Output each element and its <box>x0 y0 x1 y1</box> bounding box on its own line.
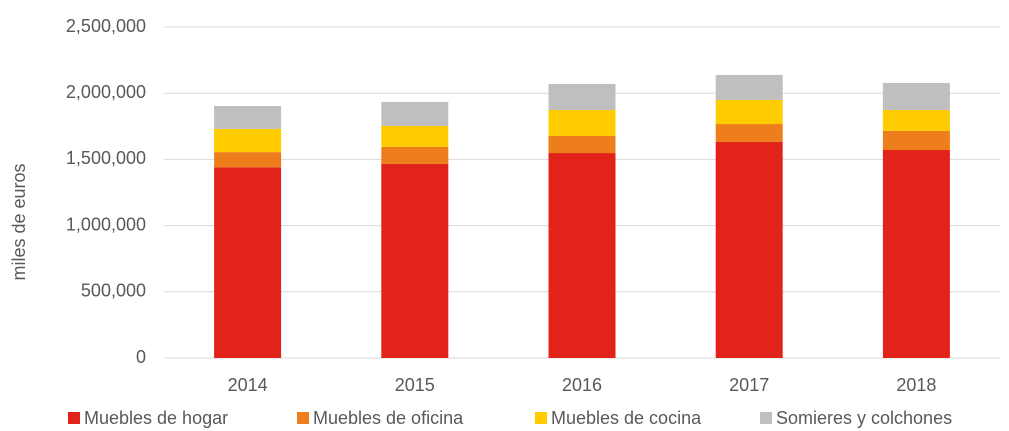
y-tick-label: 500,000 <box>81 281 146 301</box>
bar-segment <box>715 74 783 100</box>
x-tick-label: 2014 <box>228 375 268 395</box>
legend-label: Muebles de hogar <box>84 408 228 428</box>
bar-segment <box>214 106 282 129</box>
bar-segment <box>715 99 783 125</box>
y-tick-label: 1,000,000 <box>66 214 146 234</box>
x-tick-label: 2015 <box>395 375 435 395</box>
bar-segment <box>882 83 950 111</box>
bar-segment <box>381 101 449 127</box>
legend-label: Somieres y colchones <box>776 408 952 428</box>
x-tick-label: 2018 <box>896 375 936 395</box>
legend-swatch <box>535 412 547 424</box>
bar-segment <box>882 130 950 150</box>
bar-segment <box>381 164 449 358</box>
y-tick-label: 1,500,000 <box>66 148 146 168</box>
y-tick-label: 0 <box>136 347 146 367</box>
bar-segment <box>548 135 616 154</box>
bar-segment <box>548 110 616 136</box>
bar-segment <box>548 83 616 111</box>
bar-segment <box>381 146 449 165</box>
legend-label: Muebles de oficina <box>313 408 464 428</box>
legend-swatch <box>760 412 772 424</box>
bar-segment <box>715 141 783 358</box>
y-tick-label: 2,000,000 <box>66 82 146 102</box>
legend-swatch <box>68 412 80 424</box>
legend-swatch <box>297 412 309 424</box>
bar-segment <box>882 149 950 358</box>
bar-segment <box>381 126 449 147</box>
bar-segment <box>548 153 616 358</box>
bar-segment <box>214 167 282 358</box>
bar-segment <box>214 128 282 153</box>
bar-segment <box>214 152 282 168</box>
legend-label: Muebles de cocina <box>551 408 702 428</box>
y-tick-label: 2,500,000 <box>66 16 146 36</box>
x-tick-label: 2016 <box>562 375 602 395</box>
bar-segment <box>882 110 950 131</box>
bar-segment <box>715 124 783 142</box>
x-tick-label: 2017 <box>729 375 769 395</box>
y-axis-label: miles de euros <box>9 163 29 280</box>
